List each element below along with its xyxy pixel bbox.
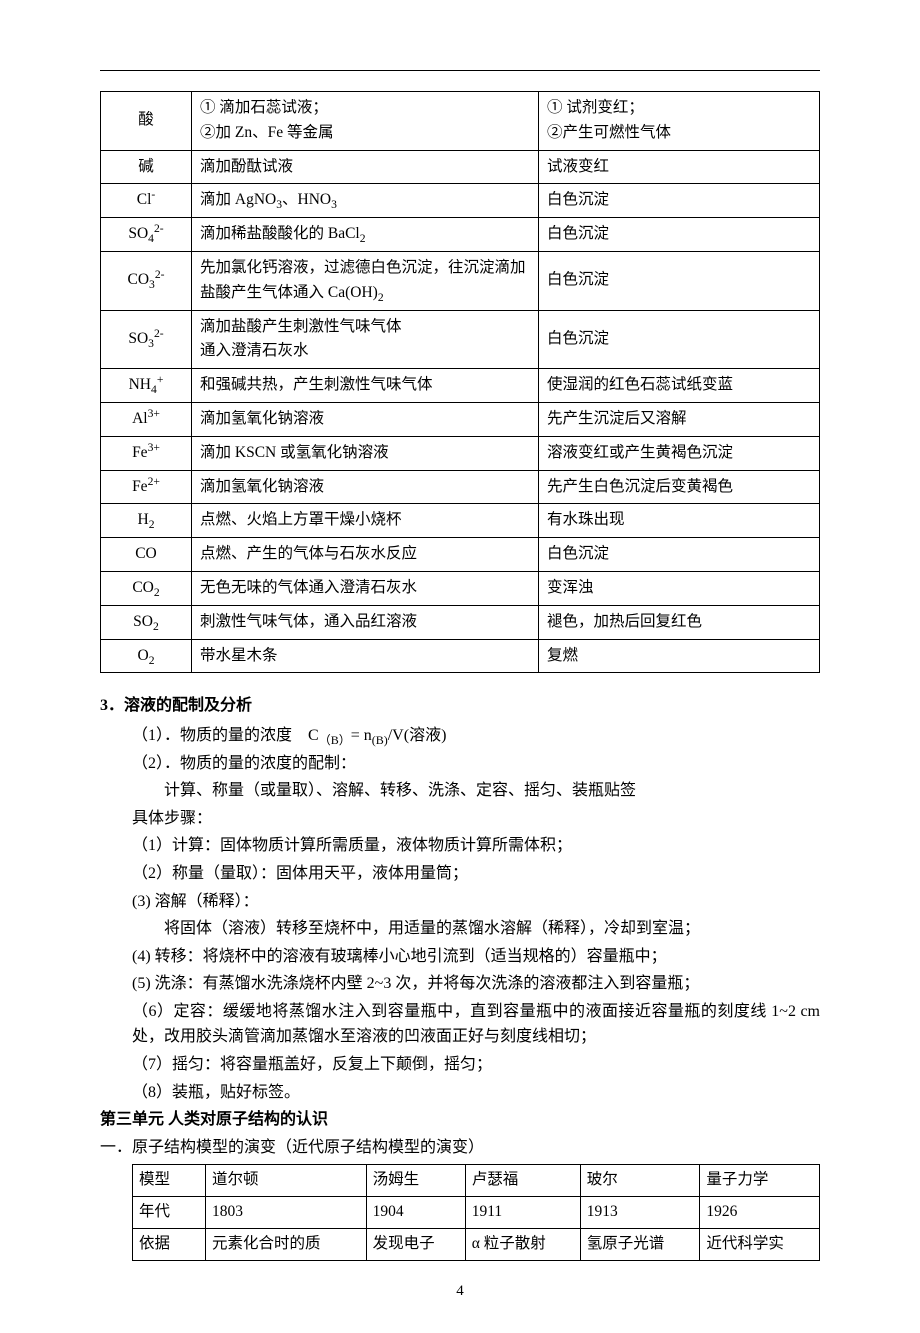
- model-header-cell: 玻尔: [580, 1165, 700, 1197]
- method-cell: 带水星木条: [192, 639, 539, 673]
- model-basis-cell: 依据: [133, 1229, 206, 1261]
- top-rule: [100, 70, 820, 71]
- model-year-cell: 1913: [580, 1197, 700, 1229]
- result-cell: 白色沉淀: [539, 218, 820, 252]
- result-cell: 先产生白色沉淀后变黄褐色: [539, 470, 820, 504]
- species-cell: SO42-: [101, 218, 192, 252]
- page-number: 4: [100, 1279, 820, 1303]
- step-line: (5) 洗涤：有蒸馏水洗涤烧杯内壁 2~3 次，并将每次洗涤的溶液都注入到容量瓶…: [132, 971, 820, 997]
- step-line: 将固体（溶液）转移至烧杯中，用适量的蒸馏水溶解（稀释），冷却到室温；: [164, 916, 820, 942]
- species-cell: Cl-: [101, 184, 192, 218]
- unit3-heading: 第三单元 人类对原子结构的认识: [100, 1107, 820, 1133]
- method-cell: 和强碱共热，产生刺激性气味气体: [192, 369, 539, 403]
- steps-label: 具体步骤：: [132, 806, 820, 832]
- result-cell: 褪色，加热后回复红色: [539, 605, 820, 639]
- model-year-cell: 1926: [700, 1197, 820, 1229]
- species-cell: SO32-: [101, 310, 192, 369]
- model-basis-cell: 元素化合时的质: [206, 1229, 367, 1261]
- model-header-cell: 量子力学: [700, 1165, 820, 1197]
- species-cell: O2: [101, 639, 192, 673]
- method-cell: 滴加盐酸产生刺激性气味气体通入澄清石灰水: [192, 310, 539, 369]
- step-line: (3) 溶解（稀释）：: [132, 889, 820, 915]
- method-cell: 先加氯化钙溶液，过滤德白色沉淀，往沉淀滴加盐酸产生气体通入 Ca(OH)2: [192, 251, 539, 310]
- result-cell: 白色沉淀: [539, 310, 820, 369]
- step-line: （8）装瓶，贴好标签。: [132, 1080, 820, 1106]
- model-year-cell: 1911: [465, 1197, 580, 1229]
- step-line: （7）摇匀：将容量瓶盖好，反复上下颠倒，摇匀；: [132, 1052, 820, 1078]
- method-cell: 滴加 AgNO3、HNO3: [192, 184, 539, 218]
- unit3-subheading: 一．原子结构模型的演变（近代原子结构模型的演变）: [100, 1135, 820, 1161]
- result-cell: 白色沉淀: [539, 184, 820, 218]
- method-cell: 无色无味的气体通入澄清石灰水: [192, 571, 539, 605]
- species-cell: CO: [101, 538, 192, 572]
- method-cell: ① 滴加石蕊试液；②加 Zn、Fe 等金属: [192, 92, 539, 151]
- model-basis-cell: 近代科学实: [700, 1229, 820, 1261]
- species-cell: H2: [101, 504, 192, 538]
- result-cell: 白色沉淀: [539, 538, 820, 572]
- species-cell: CO32-: [101, 251, 192, 310]
- result-cell: 溶液变红或产生黄褐色沉淀: [539, 436, 820, 470]
- species-cell: Al3+: [101, 402, 192, 436]
- method-cell: 刺激性气味气体，通入品红溶液: [192, 605, 539, 639]
- species-cell: 碱: [101, 150, 192, 184]
- result-cell: 有水珠出现: [539, 504, 820, 538]
- species-cell: Fe3+: [101, 436, 192, 470]
- step-line: （1）计算：固体物质计算所需质量，液体物质计算所需体积；: [132, 833, 820, 859]
- species-cell: Fe2+: [101, 470, 192, 504]
- result-cell: 先产生沉淀后又溶解: [539, 402, 820, 436]
- step-line: （6）定容：缓缓地将蒸馏水注入到容量瓶中，直到容量瓶中的液面接近容量瓶的刻度线 …: [132, 999, 820, 1050]
- model-header-cell: 卢瑟福: [465, 1165, 580, 1197]
- model-header-cell: 汤姆生: [366, 1165, 465, 1197]
- solution-prep-intro: （2）．物质的量的浓度的配制：: [132, 751, 820, 777]
- species-cell: CO2: [101, 571, 192, 605]
- species-cell: NH4+: [101, 369, 192, 403]
- result-cell: 变浑浊: [539, 571, 820, 605]
- method-cell: 滴加 KSCN 或氢氧化钠溶液: [192, 436, 539, 470]
- result-cell: 复燃: [539, 639, 820, 673]
- model-header-cell: 道尔顿: [206, 1165, 367, 1197]
- result-cell: ① 试剂变红；②产生可燃性气体: [539, 92, 820, 151]
- method-cell: 滴加稀盐酸酸化的 BaCl2: [192, 218, 539, 252]
- method-cell: 点燃、产生的气体与石灰水反应: [192, 538, 539, 572]
- species-cell: 酸: [101, 92, 192, 151]
- result-cell: 使湿润的红色石蕊试纸变蓝: [539, 369, 820, 403]
- solution-concentration-formula: （1）．物质的量的浓度 C（B）= n(B)/V(溶液): [132, 723, 820, 749]
- model-basis-cell: 发现电子: [366, 1229, 465, 1261]
- solution-prep-steps-summary: 计算、称量（或量取）、溶解、转移、洗涤、定容、摇匀、装瓶贴签: [164, 778, 820, 804]
- ion-detection-table: 酸① 滴加石蕊试液；②加 Zn、Fe 等金属① 试剂变红；②产生可燃性气体碱滴加…: [100, 91, 820, 673]
- method-cell: 点燃、火焰上方罩干燥小烧杯: [192, 504, 539, 538]
- model-header-cell: 模型: [133, 1165, 206, 1197]
- result-cell: 白色沉淀: [539, 251, 820, 310]
- model-year-cell: 1904: [366, 1197, 465, 1229]
- atomic-model-table: 模型道尔顿汤姆生卢瑟福玻尔量子力学年代18031904191119131926 依…: [132, 1164, 820, 1260]
- species-cell: SO2: [101, 605, 192, 639]
- section3-heading: 3．溶液的配制及分析: [100, 693, 820, 719]
- method-cell: 滴加氢氧化钠溶液: [192, 470, 539, 504]
- method-cell: 滴加氢氧化钠溶液: [192, 402, 539, 436]
- step-line: （2）称量（量取）：固体用天平，液体用量筒；: [132, 861, 820, 887]
- method-cell: 滴加酚酞试液: [192, 150, 539, 184]
- model-basis-cell: α 粒子散射: [465, 1229, 580, 1261]
- result-cell: 试液变红: [539, 150, 820, 184]
- model-year-cell: 1803: [206, 1197, 367, 1229]
- model-basis-cell: 氢原子光谱: [580, 1229, 700, 1261]
- model-year-cell: 年代: [133, 1197, 206, 1229]
- step-line: (4) 转移：将烧杯中的溶液有玻璃棒小心地引流到（适当规格的）容量瓶中；: [132, 944, 820, 970]
